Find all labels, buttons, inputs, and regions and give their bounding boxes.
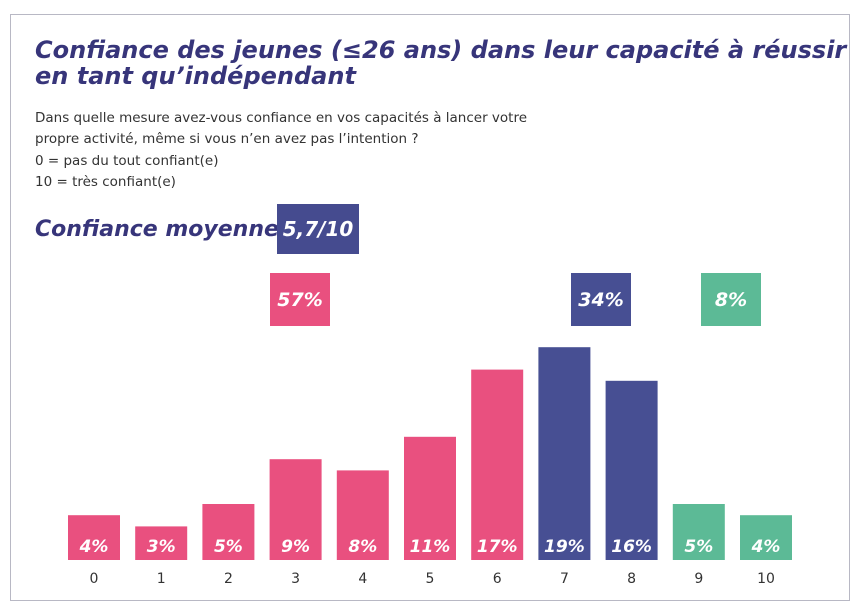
value-label: 16%	[611, 537, 652, 557]
value-label: 4%	[79, 537, 109, 557]
x-tick-label: 9	[694, 571, 703, 587]
chart-title: Confiance des jeunes (≤26 ans) dans leur…	[35, 36, 848, 64]
average-label: Confiance moyenne	[35, 217, 279, 242]
value-label: 5%	[214, 537, 243, 557]
bar	[135, 526, 188, 560]
bar	[672, 504, 725, 560]
bar	[605, 380, 658, 560]
value-label: 11%	[410, 537, 451, 557]
chart-title: en tant qu’indépendant	[35, 62, 357, 90]
value-label: 3%	[147, 537, 176, 557]
x-tick-label: 2	[224, 571, 233, 587]
subtitle: Dans quelle mesure avez-vous confiance e…	[35, 110, 527, 126]
value-label: 8%	[348, 537, 377, 557]
bar	[202, 504, 255, 560]
group-box	[270, 273, 330, 326]
subtitle: propre activité, même si vous n’en avez …	[35, 131, 419, 147]
x-tick-label: 8	[627, 571, 636, 587]
value-label: 17%	[477, 537, 518, 557]
bar	[740, 515, 792, 560]
group-label: 34%	[578, 289, 623, 311]
x-tick-label: 6	[493, 571, 502, 587]
x-tick-label: 5	[426, 571, 435, 587]
group-label: 57%	[277, 289, 322, 311]
x-tick-label: 10	[757, 571, 775, 587]
x-tick-label: 0	[90, 571, 99, 587]
x-tick-label: 1	[157, 571, 166, 587]
value-label: 4%	[751, 537, 781, 557]
x-tick-label: 4	[358, 571, 367, 587]
group-box	[701, 273, 761, 326]
average-box	[277, 204, 359, 254]
value-label: 9%	[281, 537, 310, 557]
bar	[269, 459, 322, 560]
average-value: 5,7/10	[283, 217, 354, 241]
bar	[336, 470, 389, 560]
group-label: 8%	[715, 289, 747, 311]
bar	[471, 369, 524, 560]
x-tick-label: 7	[560, 571, 569, 587]
group-box	[571, 273, 631, 326]
bar	[538, 347, 591, 560]
value-label: 19%	[544, 537, 585, 557]
value-label: 5%	[684, 537, 713, 557]
subtitle: 10 = très confiant(e)	[35, 174, 176, 190]
bar	[404, 436, 456, 560]
subtitle: 0 = pas du tout confiant(e)	[35, 153, 218, 169]
frame	[10, 14, 850, 601]
bar	[68, 515, 120, 560]
x-tick-label: 3	[291, 571, 300, 587]
